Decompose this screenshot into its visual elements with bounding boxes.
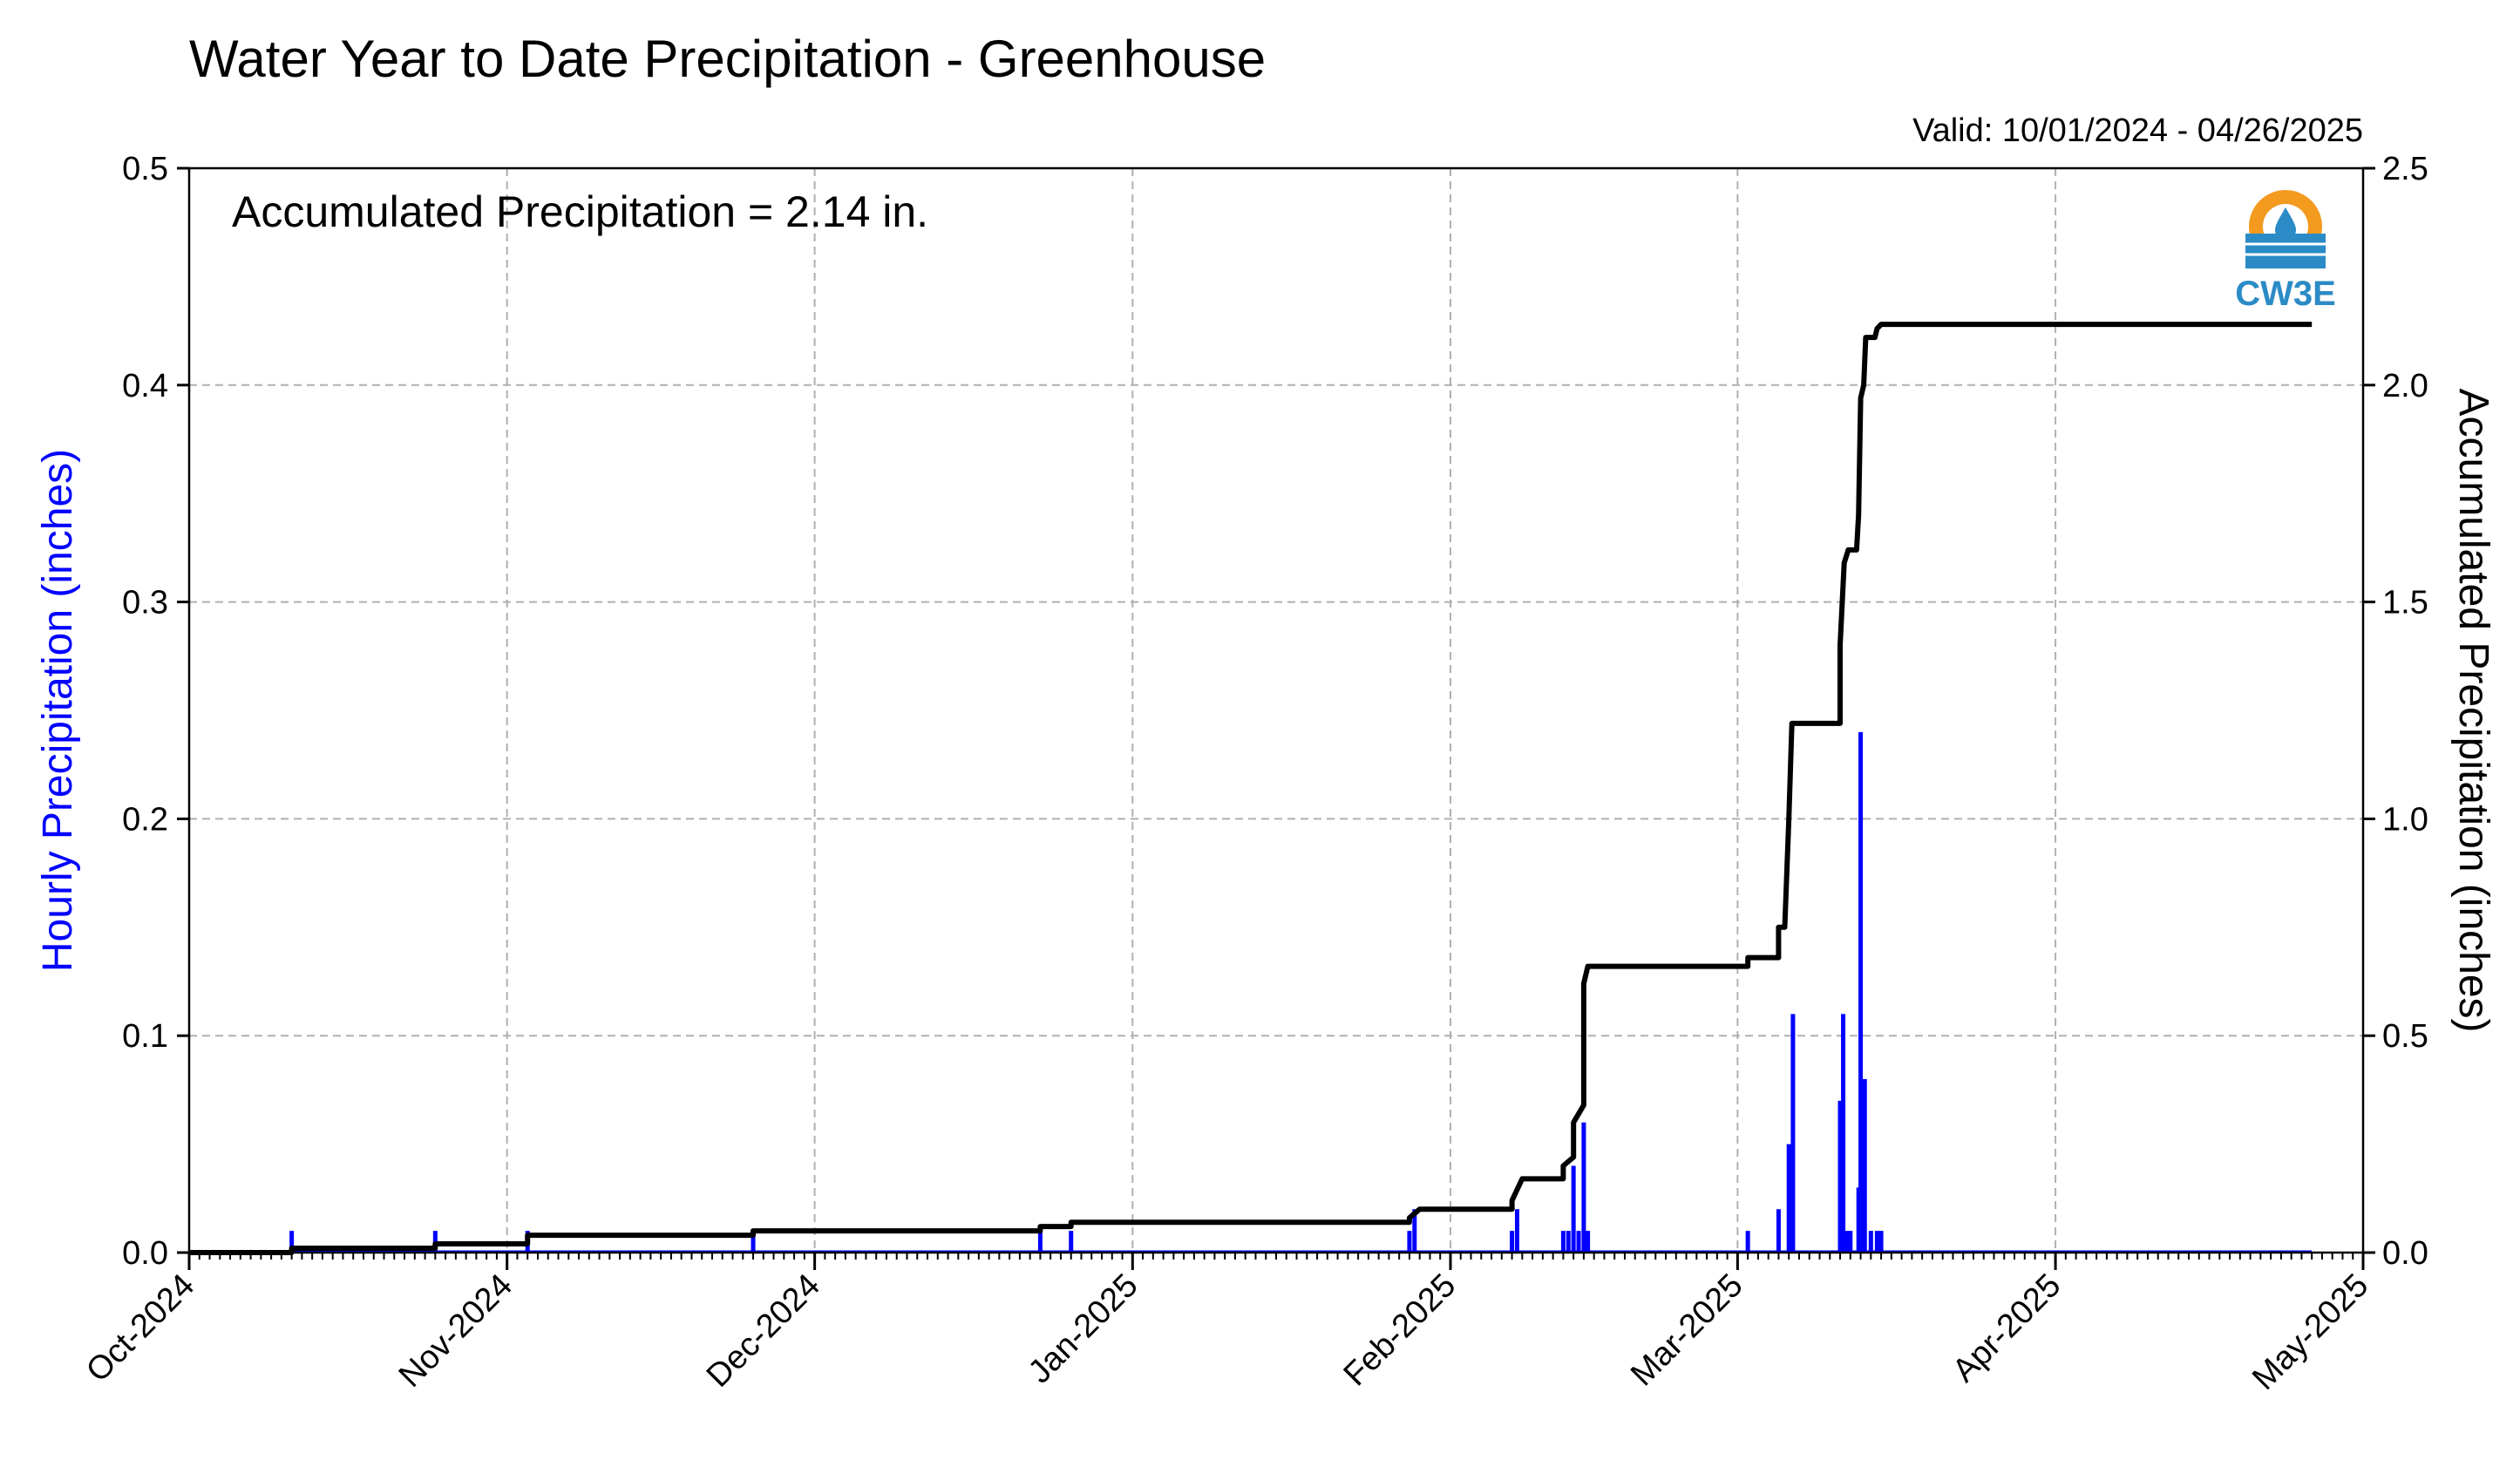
x-tick-label: Jan-2025 <box>1022 1267 1145 1391</box>
water-drop-icon <box>2275 207 2296 241</box>
hourly-bar <box>1745 1231 1750 1253</box>
hourly-bar <box>1790 1014 1796 1253</box>
hourly-bar <box>1407 1231 1412 1253</box>
x-tick-label: May-2025 <box>2245 1267 2375 1397</box>
left-y-tick-label: 0.5 <box>122 151 168 187</box>
right-y-tick-label: 1.0 <box>2382 801 2428 838</box>
hourly-bar <box>1878 1231 1884 1253</box>
left-y-axis-label: Hourly Precipitation (inches) <box>35 449 81 972</box>
x-tick-label: Mar-2025 <box>1624 1267 1750 1394</box>
right-y-tick-label: 0.0 <box>2382 1235 2428 1272</box>
hourly-bar <box>1510 1231 1515 1253</box>
hourly-bar <box>1874 1231 1879 1253</box>
logo-text: CW3E <box>2235 275 2336 313</box>
chart-title: Water Year to Date Precipitation - Green… <box>189 30 1266 88</box>
accumulated-total-annotation: Accumulated Precipitation = 2.14 in. <box>232 187 928 236</box>
right-y-tick-label: 2.0 <box>2382 368 2428 404</box>
left-y-tick-label: 0.2 <box>122 801 168 838</box>
hourly-bar <box>1844 1231 1849 1253</box>
x-tick-label: Oct-2024 <box>79 1267 201 1389</box>
plot-frame <box>187 166 2365 1254</box>
right-y-tick-label: 0.5 <box>2382 1018 2428 1055</box>
x-tick-label: Nov-2024 <box>392 1267 520 1395</box>
accumulated-line-layer <box>189 322 2313 1255</box>
hourly-bar <box>1576 1231 1581 1253</box>
hourly-bar <box>1858 731 1864 1253</box>
hourly-bar <box>1786 1144 1791 1253</box>
hourly-bar <box>751 1231 756 1253</box>
right-y-axis-label: Accumulated Precipitation (inches) <box>2450 388 2496 1032</box>
x-tick-label: Apr-2025 <box>1946 1267 2068 1389</box>
valid-date-range: Valid: 10/01/2024 - 04/26/2025 <box>1912 112 2363 149</box>
hourly-bar <box>1412 1209 1417 1253</box>
left-y-tick-label: 0.0 <box>122 1235 168 1272</box>
hourly-bar <box>1560 1231 1566 1253</box>
left-y-tick-label: 0.3 <box>122 585 168 621</box>
right-y-axis-ticks: 0.0 0.5 1.0 1.5 2.0 2.5 <box>2363 151 2428 1272</box>
hourly-bar <box>1566 1231 1571 1253</box>
hourly-bar <box>1776 1209 1781 1253</box>
right-y-tick-label: 2.5 <box>2382 151 2428 187</box>
x-axis-ticks: Oct-2024 Nov-2024 Dec-2024 Jan-2025 Feb-2025… <box>79 1253 2375 1397</box>
left-y-tick-label: 0.1 <box>122 1018 168 1055</box>
hourly-bar <box>1586 1231 1591 1253</box>
hourly-bar <box>1581 1122 1586 1253</box>
left-y-axis-ticks: 0.0 0.1 0.2 0.3 0.4 0.5 <box>122 151 189 1272</box>
grid-lines <box>189 168 2363 1253</box>
accumulated-line <box>189 322 2313 1255</box>
x-tick-label: Feb-2025 <box>1337 1267 1464 1394</box>
hourly-bar <box>1848 1231 1853 1253</box>
x-tick-label: Dec-2024 <box>700 1267 827 1395</box>
hourly-bar <box>289 1231 295 1253</box>
hourly-bar <box>1069 1231 1074 1253</box>
hourly-bar <box>1837 1100 1843 1253</box>
right-y-tick-label: 1.5 <box>2382 585 2428 621</box>
hourly-bar <box>1514 1209 1519 1253</box>
left-y-tick-label: 0.4 <box>122 368 168 404</box>
hourly-bars <box>189 731 2313 1253</box>
hourly-bar <box>1868 1231 1873 1253</box>
hourly-bar <box>1571 1165 1576 1253</box>
hourly-bar <box>1862 1078 1867 1253</box>
hourly-bar <box>1037 1231 1043 1253</box>
cw3e-logo: CW3E <box>2235 190 2336 313</box>
hourly-bar <box>1841 1014 1846 1253</box>
